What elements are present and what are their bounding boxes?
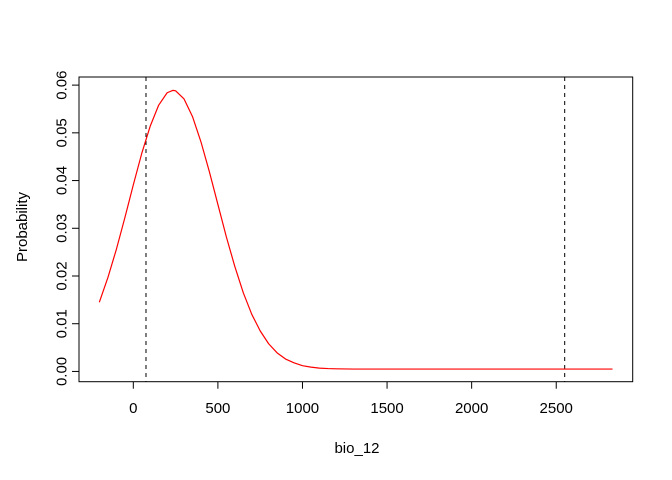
- y-tick-label: 0.03: [54, 214, 71, 243]
- y-tick-label: 0.00: [54, 357, 71, 386]
- x-tick-label: 1500: [370, 400, 403, 417]
- x-tick-label: 0: [129, 400, 137, 417]
- y-tick-label: 0.02: [54, 261, 71, 290]
- x-tick-label: 1000: [286, 400, 319, 417]
- y-tick-label: 0.04: [54, 166, 71, 195]
- x-tick-label: 2000: [455, 400, 488, 417]
- y-tick-label: 0.06: [54, 71, 71, 100]
- x-tick-label: 500: [205, 400, 230, 417]
- density-curve: [98, 89, 613, 370]
- y-tick-label: 0.05: [54, 118, 71, 147]
- x-axis-label: bio_12: [334, 440, 379, 457]
- x-tick-label: 2500: [540, 400, 573, 417]
- y-axis-label: Probability: [14, 191, 31, 262]
- y-tick-label: 0.01: [54, 309, 71, 338]
- plot-box: [78, 76, 634, 383]
